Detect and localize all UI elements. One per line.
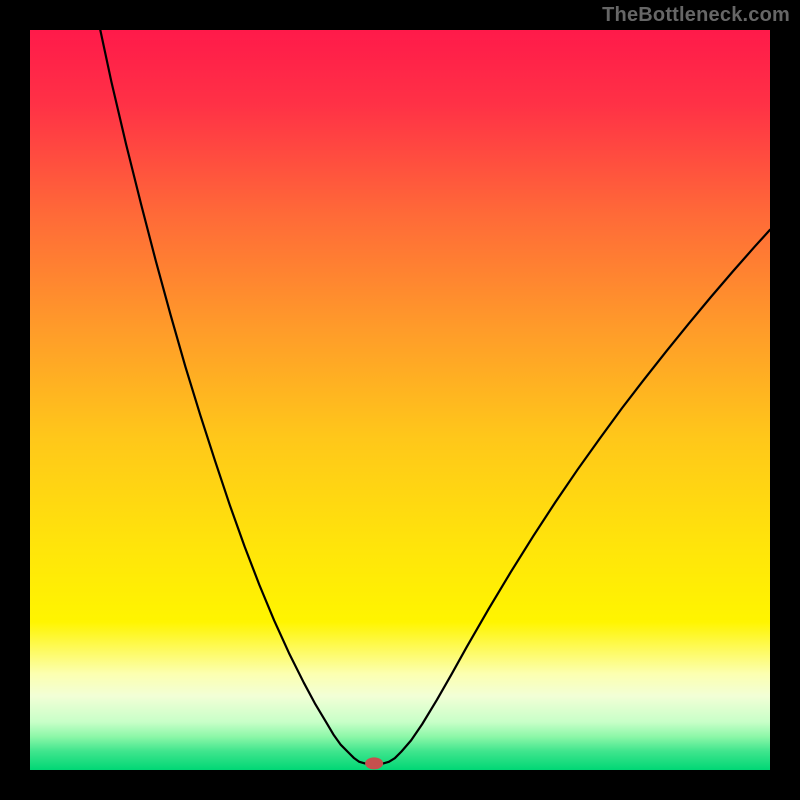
chart-frame: TheBottleneck.com xyxy=(0,0,800,800)
bottleneck-chart xyxy=(0,0,800,800)
minimum-marker xyxy=(365,757,383,769)
chart-background xyxy=(30,30,770,770)
